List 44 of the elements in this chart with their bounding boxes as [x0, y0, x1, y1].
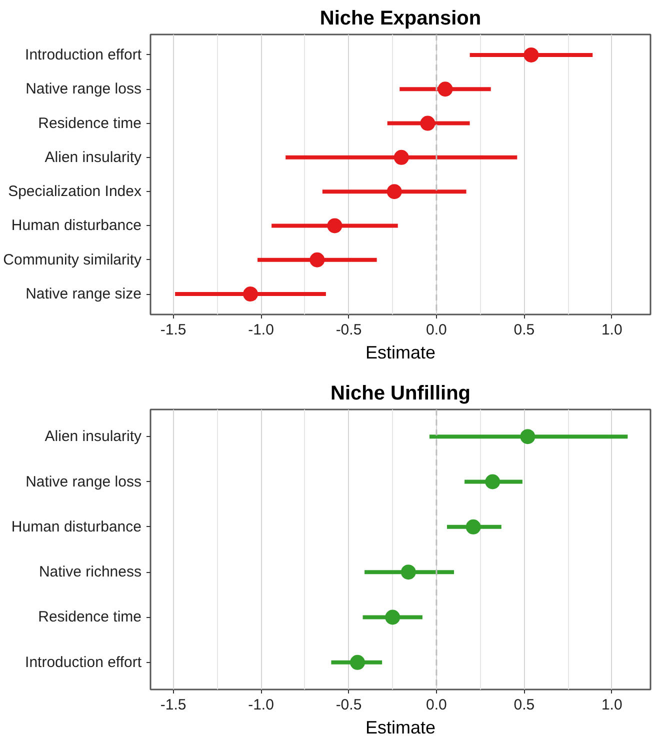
point: [466, 519, 481, 534]
point: [420, 116, 436, 131]
point: [386, 184, 402, 200]
x-tick-label: -1.5: [160, 696, 186, 714]
point: [243, 286, 258, 302]
x-axis-title: Estimate: [365, 342, 436, 362]
y-tick-label: Residence time: [38, 114, 142, 132]
x-tick-label: -1.5: [160, 322, 186, 338]
y-tick-label: Alien insularity: [44, 428, 142, 446]
x-tick-label: -0.5: [336, 696, 362, 714]
point: [310, 252, 325, 268]
y-tick-label: Native range loss: [26, 80, 142, 98]
y-tick-label: Residence time: [38, 608, 142, 626]
point: [485, 474, 500, 490]
x-tick-label: 0.5: [514, 696, 535, 714]
x-tick-label: -1.0: [248, 696, 274, 714]
y-tick-label: Introduction effort: [25, 46, 142, 64]
point: [350, 654, 366, 670]
y-tick-label: Native range loss: [26, 473, 142, 490]
y-tick-label: Specialization Index: [8, 183, 142, 200]
point: [400, 564, 416, 580]
point: [520, 429, 536, 444]
x-tick-label: 1.0: [601, 696, 622, 714]
x-tick-label: 0.0: [426, 322, 447, 338]
point: [394, 150, 409, 165]
chart-title: Niche Unfilling: [330, 382, 470, 404]
y-tick-label: Human disturbance: [11, 518, 142, 536]
point: [438, 82, 453, 97]
y-tick-label: Introduction effort: [25, 654, 142, 671]
x-axis-title: Estimate: [365, 718, 436, 738]
y-tick-label: Human disturbance: [11, 217, 142, 234]
y-tick-label: Community similarity: [3, 251, 142, 268]
y-tick-label: Native range size: [26, 286, 142, 303]
y-tick-label: Native richness: [38, 564, 142, 581]
point: [327, 218, 342, 234]
point: [524, 48, 539, 62]
x-tick-label: -0.5: [336, 322, 362, 338]
x-tick-label: 0.0: [426, 696, 447, 714]
chart-title: Niche Expansion: [320, 8, 482, 30]
x-tick-label: 0.5: [514, 322, 535, 338]
y-tick-label: Alien insularity: [44, 148, 142, 166]
x-tick-label: -1.0: [248, 322, 274, 338]
x-tick-label: 1.0: [601, 322, 622, 338]
point: [385, 610, 400, 625]
